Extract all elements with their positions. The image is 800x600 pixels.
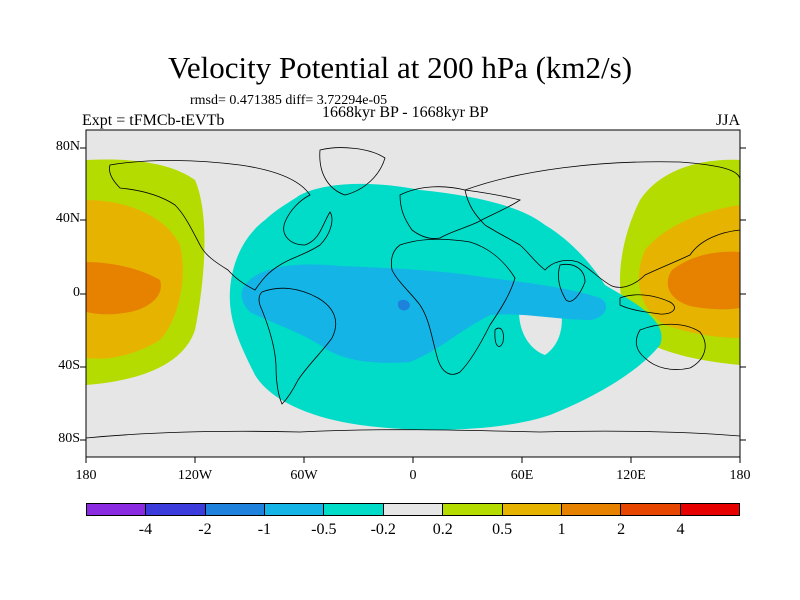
coast-africa [391,238,516,375]
lat-label-80n: 80N [55,139,80,154]
colorbar-label: -0.2 [370,521,396,538]
lon-label-120w: 120W [177,468,213,483]
colorbar-swatch [265,504,325,515]
neg-strong-region [398,299,410,311]
coast-asia [464,161,740,288]
colorbar-label: -0.5 [311,521,337,538]
coast-madagascar [494,327,504,347]
colorbar-swatch [561,504,622,515]
pos-strong-region-west [86,262,161,315]
lon-label-120e: 120E [616,468,646,483]
contour-field [86,130,740,457]
colorbar-label: 4 [676,521,685,538]
colorbar-swatch [87,504,147,515]
coast-north-america [109,160,333,291]
stats-text: rmsd= 0.471385 diff= 3.72294e-05 [190,93,388,108]
colorbar-swatch [443,504,503,515]
period-label: 1668kyr BP - 1668kyr BP [322,104,489,121]
colorbar-label: 0.2 [432,521,453,538]
coastlines [86,147,740,439]
colorbar-label: -1 [257,521,272,538]
colorbar-swatch [324,504,384,515]
colorbar-label: 0.5 [492,521,513,538]
lat-label-80s: 80S [58,431,80,446]
pos-strong-region-east [667,251,740,310]
colorbar-swatch [621,504,681,515]
coast-greenland [319,147,386,196]
tick-marks [80,147,746,463]
colorbar-label: 1 [557,521,566,538]
season-label: JJA [716,112,741,129]
coast-south-america [258,287,336,405]
experiment-label: Expt = tFMCb-tEVTb [82,112,225,129]
lon-label-180w: 180 [75,468,97,483]
coast-antarctica [86,429,740,439]
colorbar-label: 2 [617,521,626,538]
map-title: Velocity Potential at 200 hPa (km2/s) [167,50,633,85]
colorbar-swatch [680,504,739,515]
coast-australia [635,323,706,370]
coast-india [558,263,586,302]
lat-label-0: 0 [73,285,80,300]
lon-label-0: 0 [409,468,417,483]
lon-label-60w: 60W [290,468,318,483]
colorbar-label: -2 [198,521,212,538]
coast-maritime-continent [619,294,675,315]
colorbar-swatch [502,504,562,515]
colorbar-label: -4 [138,521,153,538]
colorbar-swatch [383,504,444,515]
lat-label-40n: 40N [55,211,80,226]
colorbar-swatch [146,504,206,515]
colorbar-swatch [205,504,266,515]
lat-label-40s: 40S [58,358,80,373]
lon-label-60e: 60E [510,468,534,483]
colorbar [86,503,740,516]
neg-mod-region [241,264,607,363]
lon-label-180e: 180 [729,468,751,483]
